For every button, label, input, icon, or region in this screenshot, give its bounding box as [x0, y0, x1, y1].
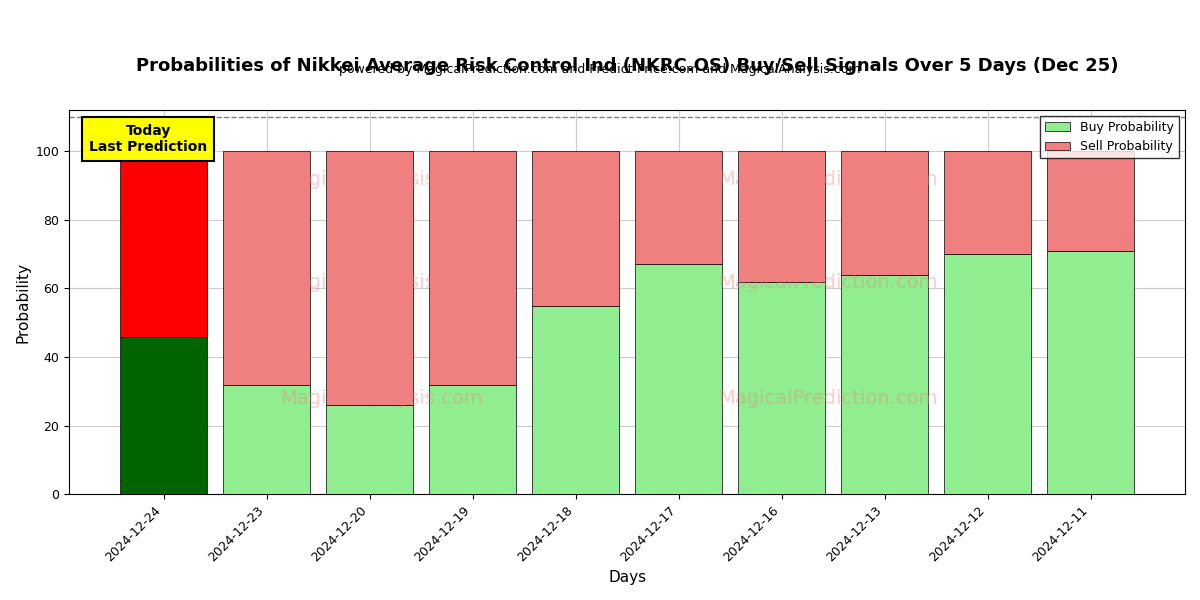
- Bar: [120, 337, 208, 494]
- Bar: [326, 405, 413, 494]
- Bar: [1046, 251, 1134, 494]
- Bar: [120, 151, 208, 337]
- X-axis label: Days: Days: [608, 570, 646, 585]
- Legend: Buy Probability, Sell Probability: Buy Probability, Sell Probability: [1040, 116, 1178, 158]
- Text: MagicalPrediction.com: MagicalPrediction.com: [718, 389, 937, 408]
- Text: MagicalAnalysis.com: MagicalAnalysis.com: [281, 274, 482, 292]
- Bar: [223, 151, 311, 385]
- Title: Probabilities of Nikkei Average Risk Control Ind (NKRC.OS) Buy/Sell Signals Over: Probabilities of Nikkei Average Risk Con…: [136, 57, 1118, 75]
- Bar: [532, 305, 619, 494]
- Bar: [635, 151, 722, 265]
- Text: MagicalAnalysis.com: MagicalAnalysis.com: [281, 389, 482, 408]
- Bar: [532, 151, 619, 305]
- Bar: [1046, 151, 1134, 251]
- Text: MagicalAnalysis.com: MagicalAnalysis.com: [281, 170, 482, 188]
- Y-axis label: Probability: Probability: [16, 262, 30, 343]
- Bar: [943, 254, 1031, 494]
- Bar: [635, 265, 722, 494]
- Bar: [428, 385, 516, 494]
- Bar: [943, 151, 1031, 254]
- Bar: [738, 281, 826, 494]
- Bar: [428, 151, 516, 385]
- Text: Today
Last Prediction: Today Last Prediction: [89, 124, 208, 154]
- Bar: [841, 151, 929, 275]
- Text: MagicalPrediction.com: MagicalPrediction.com: [718, 170, 937, 188]
- Bar: [326, 151, 413, 405]
- Text: powered by MagicalPrediction.com and Predict-Price.com and MagicalAnalysis.com: powered by MagicalPrediction.com and Pre…: [340, 63, 860, 76]
- Bar: [223, 385, 311, 494]
- Bar: [738, 151, 826, 281]
- Text: MagicalPrediction.com: MagicalPrediction.com: [718, 274, 937, 292]
- Bar: [841, 275, 929, 494]
